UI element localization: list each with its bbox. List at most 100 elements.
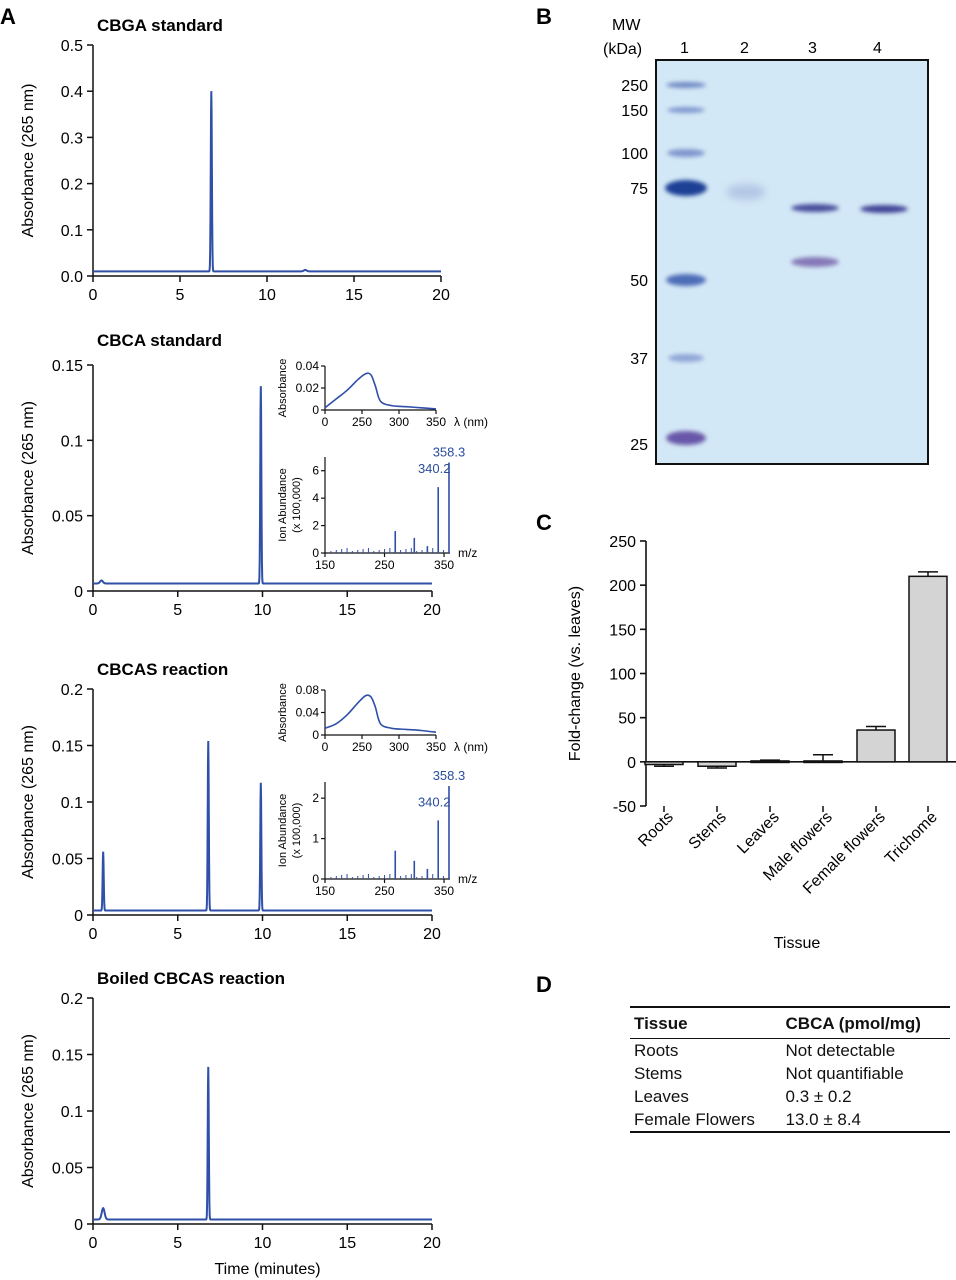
x-tick-label: 15 xyxy=(345,287,363,304)
x-tick-label: 0 xyxy=(89,602,98,619)
mw-marker-37: 37 xyxy=(630,351,648,368)
bar-y-tick-label: -50 xyxy=(613,799,636,816)
mass-spectrum-inset: 0 2 4 6 150 250 350 m/z Ion Abundance (x 100,000)… xyxy=(277,444,477,572)
peak-label-358: 358.3 xyxy=(433,768,466,783)
inset-y-tick-label: 2 xyxy=(312,519,319,533)
table-cell-value: 13.0 ± 8.4 xyxy=(781,1108,950,1133)
ladder-band-75 xyxy=(665,180,707,196)
x-tick-label: 5 xyxy=(173,1235,182,1252)
table-row: Roots Not detectable xyxy=(630,1039,950,1063)
inset-y-tick-label: 2 xyxy=(312,791,319,805)
bar xyxy=(644,761,684,766)
table-cell-value: 0.3 ± 0.2 xyxy=(785,1087,852,1106)
inset-y-axis-label: Ion Abundance xyxy=(277,468,289,541)
ladder-band-150 xyxy=(667,107,705,113)
inset-x-tick-label: 350 xyxy=(426,415,446,429)
y-tick-label: 0.2 xyxy=(61,991,83,1008)
ladder-bands xyxy=(665,82,707,445)
bar xyxy=(697,761,737,767)
bar-x-axis-label: Tissue xyxy=(774,935,821,952)
x-tick-label: 5 xyxy=(173,602,182,619)
inset-x-tick-label: 350 xyxy=(426,740,446,754)
cbca-content-table: Tissue CBCA (pmol/mg) Roots Not detectab… xyxy=(630,1006,950,1133)
sds-page-gel: MW (kDa) 1 2 3 4 250 150 100 75 50 37 25 xyxy=(603,17,929,465)
y-tick-label: 0.2 xyxy=(61,177,83,194)
y-tick-label: 0.05 xyxy=(52,852,83,869)
inset-y-tick-label: 0.08 xyxy=(296,683,320,697)
lane-4-band xyxy=(860,205,908,213)
y-axis-label: Absorbance (265 nm) xyxy=(20,1034,37,1188)
inset-x-tick-label: 250 xyxy=(352,740,372,754)
y-axis-label: Absorbance (265 nm) xyxy=(20,401,37,555)
inset-x-tick-label: 300 xyxy=(389,740,409,754)
chromatogram-4: Boiled CBCAS reaction 0 0.05 0.1 0.15 0.2 0 5 10… xyxy=(20,969,441,1278)
y-tick-label: 0.15 xyxy=(52,358,83,375)
y-tick-label: 0.3 xyxy=(61,130,83,147)
uv-spectrum-inset: 0 0.04 0.08 0 250 300 350 λ (nm) Absorbance xyxy=(277,683,488,754)
inset-x-axis-label: m/z xyxy=(458,872,477,886)
chromatogram-trace xyxy=(93,386,432,585)
bar xyxy=(908,575,948,763)
table-cell-tissue: Female Flowers xyxy=(630,1108,782,1133)
lane-3-band-upper xyxy=(791,204,839,212)
y-tick-label: 0.2 xyxy=(61,682,83,699)
ladder-band-100 xyxy=(667,149,705,157)
table-row: Stems Not quantifiable xyxy=(630,1062,950,1085)
bar-y-tick-label: 50 xyxy=(618,711,636,728)
chromatogram-trace xyxy=(93,91,441,273)
x-tick-label: 15 xyxy=(338,602,356,619)
inset-x-axis-label: m/z xyxy=(458,546,477,560)
uv-spectrum-inset: 0 0.02 0.04 0 250 300 350 λ (nm) Absorbance xyxy=(277,359,488,429)
bar xyxy=(856,729,896,763)
y-tick-label: 0.0 xyxy=(61,269,83,286)
inset-y-axis-label-unit: (x 100,000) xyxy=(291,803,303,859)
x-tick-label: 10 xyxy=(254,602,272,619)
table-cell-value: Not quantifiable xyxy=(785,1064,904,1083)
x-tick-label: 20 xyxy=(423,1235,441,1252)
table-header-row: Tissue CBCA (pmol/mg) xyxy=(630,1006,950,1039)
x-tick-label: 0 xyxy=(89,287,98,304)
ladder-band-25 xyxy=(666,431,706,445)
inset-y-tick-label: 1 xyxy=(312,832,319,846)
chromatogram-trace xyxy=(93,1066,432,1221)
inset-y-tick-label: 6 xyxy=(312,464,319,478)
bar-category-label: Roots xyxy=(635,809,677,851)
y-tick-label: 0.15 xyxy=(52,739,83,756)
inset-x-tick-label: 250 xyxy=(352,415,372,429)
inset-y-axis-label-unit: (x 100,000) xyxy=(291,477,303,533)
peak-label-340: 340.2 xyxy=(418,461,451,476)
lane-label-3: 3 xyxy=(808,40,817,57)
chart-title: CBCA standard xyxy=(97,331,222,350)
y-axis-label: Absorbance (265 nm) xyxy=(20,84,37,238)
inset-x-tick-label: 250 xyxy=(375,884,395,898)
ladder-band-250 xyxy=(666,82,706,88)
inset-x-tick-label: 300 xyxy=(389,415,409,429)
inset-y-tick-label: 4 xyxy=(312,491,319,505)
bar xyxy=(803,760,843,764)
inset-y-tick-label: 0 xyxy=(312,872,319,886)
mw-header: MW xyxy=(612,17,641,34)
lane-label-1: 1 xyxy=(680,40,689,57)
inset-y-axis-label: Absorbance xyxy=(277,359,289,418)
lane-label-2: 2 xyxy=(740,40,749,57)
y-tick-label: 0.1 xyxy=(61,433,83,450)
inset-x-tick-label: 0 xyxy=(322,415,329,429)
bar-y-axis-label: Fold-change (vs. leaves) xyxy=(567,586,584,761)
inset-x-tick-label: 350 xyxy=(434,558,454,572)
x-tick-label: 0 xyxy=(89,1235,98,1252)
inset-x-tick-label: 350 xyxy=(434,884,454,898)
bar-category-label: Leaves xyxy=(734,809,783,858)
inset-y-tick-label: 0 xyxy=(312,403,319,417)
panel-letter-c: C xyxy=(536,510,552,535)
ladder-band-37 xyxy=(668,354,704,362)
y-tick-label: 0.4 xyxy=(61,84,83,101)
mw-marker-250: 250 xyxy=(621,78,648,95)
inset-y-tick-label: 0 xyxy=(312,728,319,742)
bar-y-tick-label: 250 xyxy=(609,534,636,551)
mw-unit: (kDa) xyxy=(603,41,642,58)
y-tick-label: 0.05 xyxy=(52,509,83,526)
lane-3-band-lower xyxy=(791,257,839,267)
y-axis-label: Absorbance (265 nm) xyxy=(20,725,37,879)
ladder-band-50 xyxy=(666,274,706,286)
table-cell-value: Not detectable xyxy=(785,1041,896,1060)
